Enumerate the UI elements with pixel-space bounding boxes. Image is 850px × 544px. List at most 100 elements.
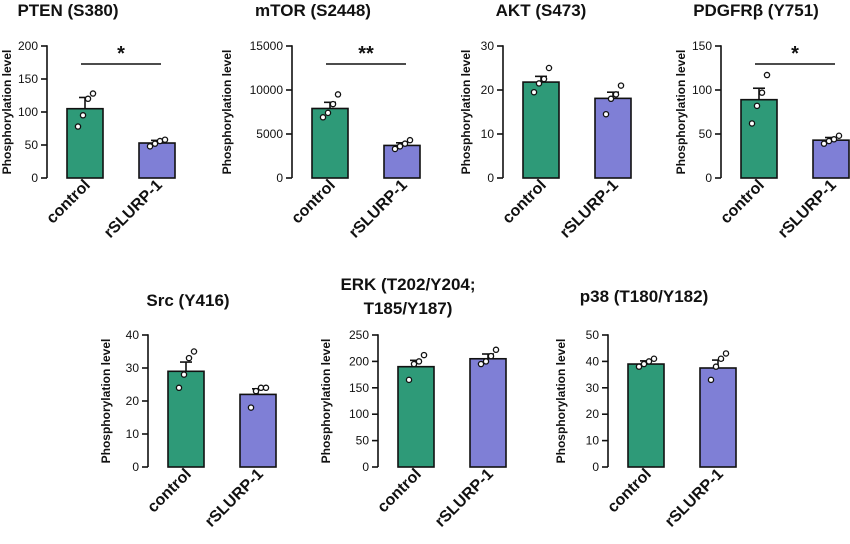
x-tick-label: rSLURP-1 (346, 177, 411, 242)
bar-rslurp-1 (699, 367, 737, 468)
y-tick-label: 30 (586, 381, 600, 395)
data-point (420, 351, 428, 359)
y-tick-label: 0 (592, 460, 599, 474)
chart-title: ERK (T202/Y204; T185/Y187) (340, 275, 475, 318)
data-point (262, 384, 270, 392)
chart-panel-1: PTEN (S380) Phosphorylation level 0 50 100 15… (0, 1, 176, 242)
y-tick-label: 0 (487, 171, 494, 185)
x-tick-label: control (288, 177, 338, 227)
data-point (640, 360, 648, 368)
bar-control (311, 107, 349, 179)
y-tick-label: 0 (705, 171, 712, 185)
data-point (74, 123, 82, 130)
y-tick-label: 150 (18, 72, 38, 86)
x-tick-label: control (499, 177, 549, 227)
significance-label: * (117, 43, 125, 65)
chart-panel-3: AKT (S473) Phosphorylation level 0 10 20 30 co… (459, 1, 632, 242)
y-tick-label: 200 (18, 39, 38, 53)
data-point (540, 75, 548, 83)
y-tick-label: 150 (349, 381, 369, 395)
chart-title: Src (Y416) (146, 291, 229, 310)
y-tick-label: 10000 (250, 83, 284, 97)
chart-panel-2: mTOR (S2448) Phosphorylation level 0 5000 10… (220, 1, 421, 242)
x-tick-label: rSLURP-1 (662, 466, 727, 531)
data-point (763, 71, 771, 79)
y-axis-label: Phosphorylation level (554, 339, 568, 464)
x-tick-label: control (717, 177, 767, 227)
data-point (180, 371, 188, 378)
data-point (146, 143, 154, 150)
bar-rslurp-1 (239, 393, 277, 468)
x-tick-label: rSLURP-1 (101, 177, 166, 242)
y-tick-label: 50 (25, 138, 39, 152)
y-tick-label: 20 (586, 407, 600, 421)
y-tick-label: 150 (692, 39, 712, 53)
chart-title: PDGFRβ (Y751) (693, 1, 819, 20)
x-tick-label: control (43, 177, 93, 227)
bar-control (740, 98, 778, 179)
data-point (190, 348, 198, 355)
y-tick-label: 0 (132, 460, 139, 474)
x-tick-label: control (144, 466, 194, 516)
y-tick-label: 200 (349, 354, 369, 368)
data-point (712, 363, 720, 370)
significance-label: * (791, 43, 799, 65)
x-tick-label: control (604, 466, 654, 516)
chart-title: mTOR (S2448) (255, 1, 371, 20)
data-point (530, 88, 538, 96)
y-tick-label: 40 (126, 328, 140, 342)
data-point (161, 136, 169, 143)
data-point (410, 360, 418, 368)
data-point (319, 114, 327, 121)
data-point (650, 355, 658, 363)
data-point (175, 384, 183, 392)
data-point (89, 90, 97, 97)
data-point (487, 352, 495, 360)
chart-title: p38 (T180/Y182) (580, 287, 709, 306)
data-point (545, 64, 553, 72)
data-point (820, 140, 828, 147)
data-point (707, 376, 715, 384)
chart-panel-4: PDGFRβ (Y751) Phosphorylation level 0 50 100… (674, 1, 850, 242)
data-point (151, 140, 159, 147)
y-axis-label: Phosphorylation level (319, 339, 333, 464)
chart-panel-7: p38 (T180/Y182) Phosphorylation level 0 10 2… (554, 287, 737, 531)
data-point (753, 102, 761, 110)
data-point (415, 358, 423, 365)
data-point (602, 110, 610, 118)
y-tick-label: 30 (481, 39, 495, 53)
data-point (748, 120, 756, 127)
y-tick-label: 50 (356, 434, 370, 448)
chart-title-line: ERK (T202/Y204; (340, 275, 475, 294)
x-tick-label: rSLURP-1 (557, 177, 622, 242)
chart-title: AKT (S473) (496, 1, 587, 20)
data-point (535, 80, 543, 87)
y-axis-label: Phosphorylation level (0, 50, 14, 175)
y-tick-label: 20 (126, 394, 140, 408)
x-tick-label: rSLURP-1 (775, 177, 840, 242)
y-tick-label: 10 (126, 427, 140, 441)
bar-rslurp-1 (383, 144, 421, 179)
y-tick-label: 30 (126, 361, 140, 375)
bar-rslurp-1 (469, 357, 507, 468)
x-tick-label: rSLURP-1 (432, 466, 497, 531)
y-tick-label: 100 (18, 105, 38, 119)
bar-rslurp-1 (138, 142, 176, 179)
y-tick-label: 50 (586, 328, 600, 342)
data-point (482, 358, 490, 365)
bar-control (397, 365, 435, 468)
bar-control (66, 107, 104, 179)
data-point (492, 346, 500, 354)
y-tick-label: 15000 (250, 39, 284, 53)
y-axis-label: Phosphorylation level (674, 50, 688, 175)
y-tick-label: 10 (586, 434, 600, 448)
y-tick-label: 20 (481, 83, 495, 97)
bar-control (627, 363, 665, 468)
bar-rslurp-1 (594, 97, 632, 179)
data-point (401, 140, 409, 147)
y-tick-label: 40 (586, 354, 600, 368)
x-tick-label: rSLURP-1 (202, 466, 267, 531)
data-point (758, 89, 766, 96)
y-tick-label: 0 (362, 460, 369, 474)
